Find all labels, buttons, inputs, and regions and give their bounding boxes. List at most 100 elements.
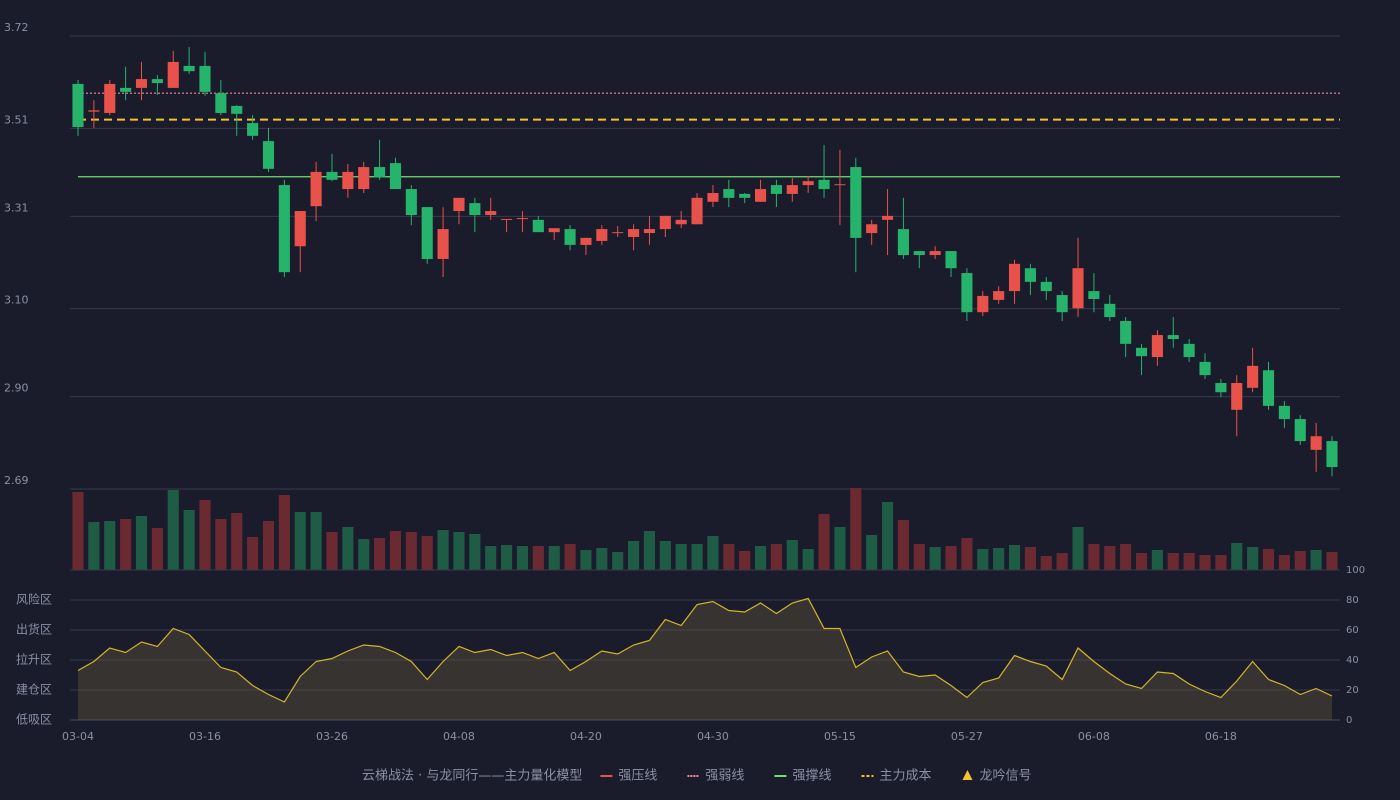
y-tick-label: 0 [1346, 715, 1352, 726]
candle-body [881, 215, 894, 220]
volume-bar [262, 521, 275, 570]
y-tick-label: 2.69 [4, 474, 29, 487]
candle-body [516, 218, 529, 220]
x-tick-label: 04-08 [443, 730, 475, 743]
volume-bar [993, 548, 1005, 570]
volume-bar [405, 532, 417, 570]
volume-bar [72, 492, 84, 570]
volume-bar [913, 544, 925, 570]
candle-body [532, 219, 544, 233]
candle-body [1120, 320, 1132, 344]
volume-bar [834, 527, 846, 570]
volume-bar [1262, 549, 1275, 570]
candle-body [834, 184, 846, 186]
candle-body [770, 185, 782, 194]
volume-bar [659, 541, 671, 570]
candle-body [247, 123, 259, 136]
legend-label: 龙吟信号 [979, 768, 1031, 784]
candle-body [993, 291, 1005, 300]
candle-body [389, 163, 402, 190]
candle-body [1183, 343, 1195, 358]
candle-body [231, 105, 243, 114]
candle-body [739, 193, 751, 198]
volume-bar [691, 544, 703, 570]
volume-bar [770, 544, 782, 570]
candle-body [564, 229, 576, 245]
volume-bar [278, 495, 290, 570]
candle-body [802, 181, 814, 186]
volume-bar [1183, 553, 1195, 570]
candle-body [628, 229, 640, 237]
x-tick-label: 03-04 [62, 730, 94, 743]
volume-bar [453, 532, 465, 570]
candle-body [596, 229, 608, 241]
candle-body [866, 224, 878, 234]
volume-bar [516, 546, 529, 570]
volume-bar [358, 539, 370, 570]
y-tick-label: 40 [1346, 655, 1359, 666]
volume-bar [469, 534, 481, 570]
volume-bar [961, 538, 973, 570]
candle-body [88, 110, 100, 112]
candle-body [278, 185, 290, 273]
x-tick-label: 04-30 [697, 730, 729, 743]
y-tick-label: 100 [1346, 565, 1365, 576]
legend-title: 云梯战法 · 与龙同行——主力量化模型 [362, 769, 582, 784]
candle-body [1294, 419, 1306, 442]
zone-label: 拉升区 [16, 652, 52, 667]
volume-bar [183, 510, 195, 570]
candle-body [1024, 268, 1036, 282]
candle-body [1151, 335, 1163, 358]
volume-bar [850, 488, 862, 570]
candle-body [929, 251, 941, 256]
legend-label: 强弱线 [705, 769, 744, 784]
candle-body [262, 141, 275, 169]
y-tick-label: 3.31 [4, 201, 29, 214]
candle-body [199, 65, 211, 92]
volume-bar [675, 544, 687, 570]
volume-bar [1231, 543, 1243, 570]
legend-label: 强压线 [618, 769, 657, 784]
candle-body [643, 229, 655, 234]
candle-body [1104, 303, 1116, 318]
volume-bar [294, 512, 306, 570]
volume-bar [1167, 553, 1179, 570]
candle-body [421, 207, 433, 259]
volume-bar [1056, 553, 1068, 570]
candle-body [310, 171, 322, 207]
candle-body [659, 215, 671, 230]
y-tick-label: 3.51 [4, 113, 29, 126]
candle-body [326, 171, 338, 180]
volume-bar [929, 547, 941, 570]
volume-bar [1120, 544, 1132, 570]
volume-bar [1247, 547, 1259, 570]
candle-body [469, 203, 481, 216]
zone-label: 风险区 [16, 592, 52, 607]
volume-bar [104, 521, 116, 570]
volume-bar [707, 536, 719, 570]
volume-bar [1088, 544, 1100, 570]
x-tick-label: 05-15 [824, 730, 856, 743]
volume-bar [532, 546, 544, 570]
oscillator-line [77, 597, 1333, 703]
candle-body [215, 93, 227, 113]
volume-bar [1151, 550, 1163, 570]
volume-bar [596, 548, 608, 570]
volume-bar [881, 502, 894, 570]
candle-body [1056, 295, 1068, 313]
volume-bar [612, 552, 624, 570]
volume-bar [485, 546, 497, 570]
candle-body [675, 219, 687, 225]
volume-bar [1326, 552, 1338, 570]
volume-bar [1040, 556, 1052, 570]
volume-bar [564, 544, 576, 570]
volume-bar [1294, 551, 1306, 570]
candle-body [1231, 383, 1243, 410]
volume-bar [88, 522, 100, 570]
volume-bar [135, 516, 148, 570]
volume-bar [1008, 545, 1021, 570]
volume-bar [548, 546, 560, 570]
volume-bar [231, 513, 243, 570]
